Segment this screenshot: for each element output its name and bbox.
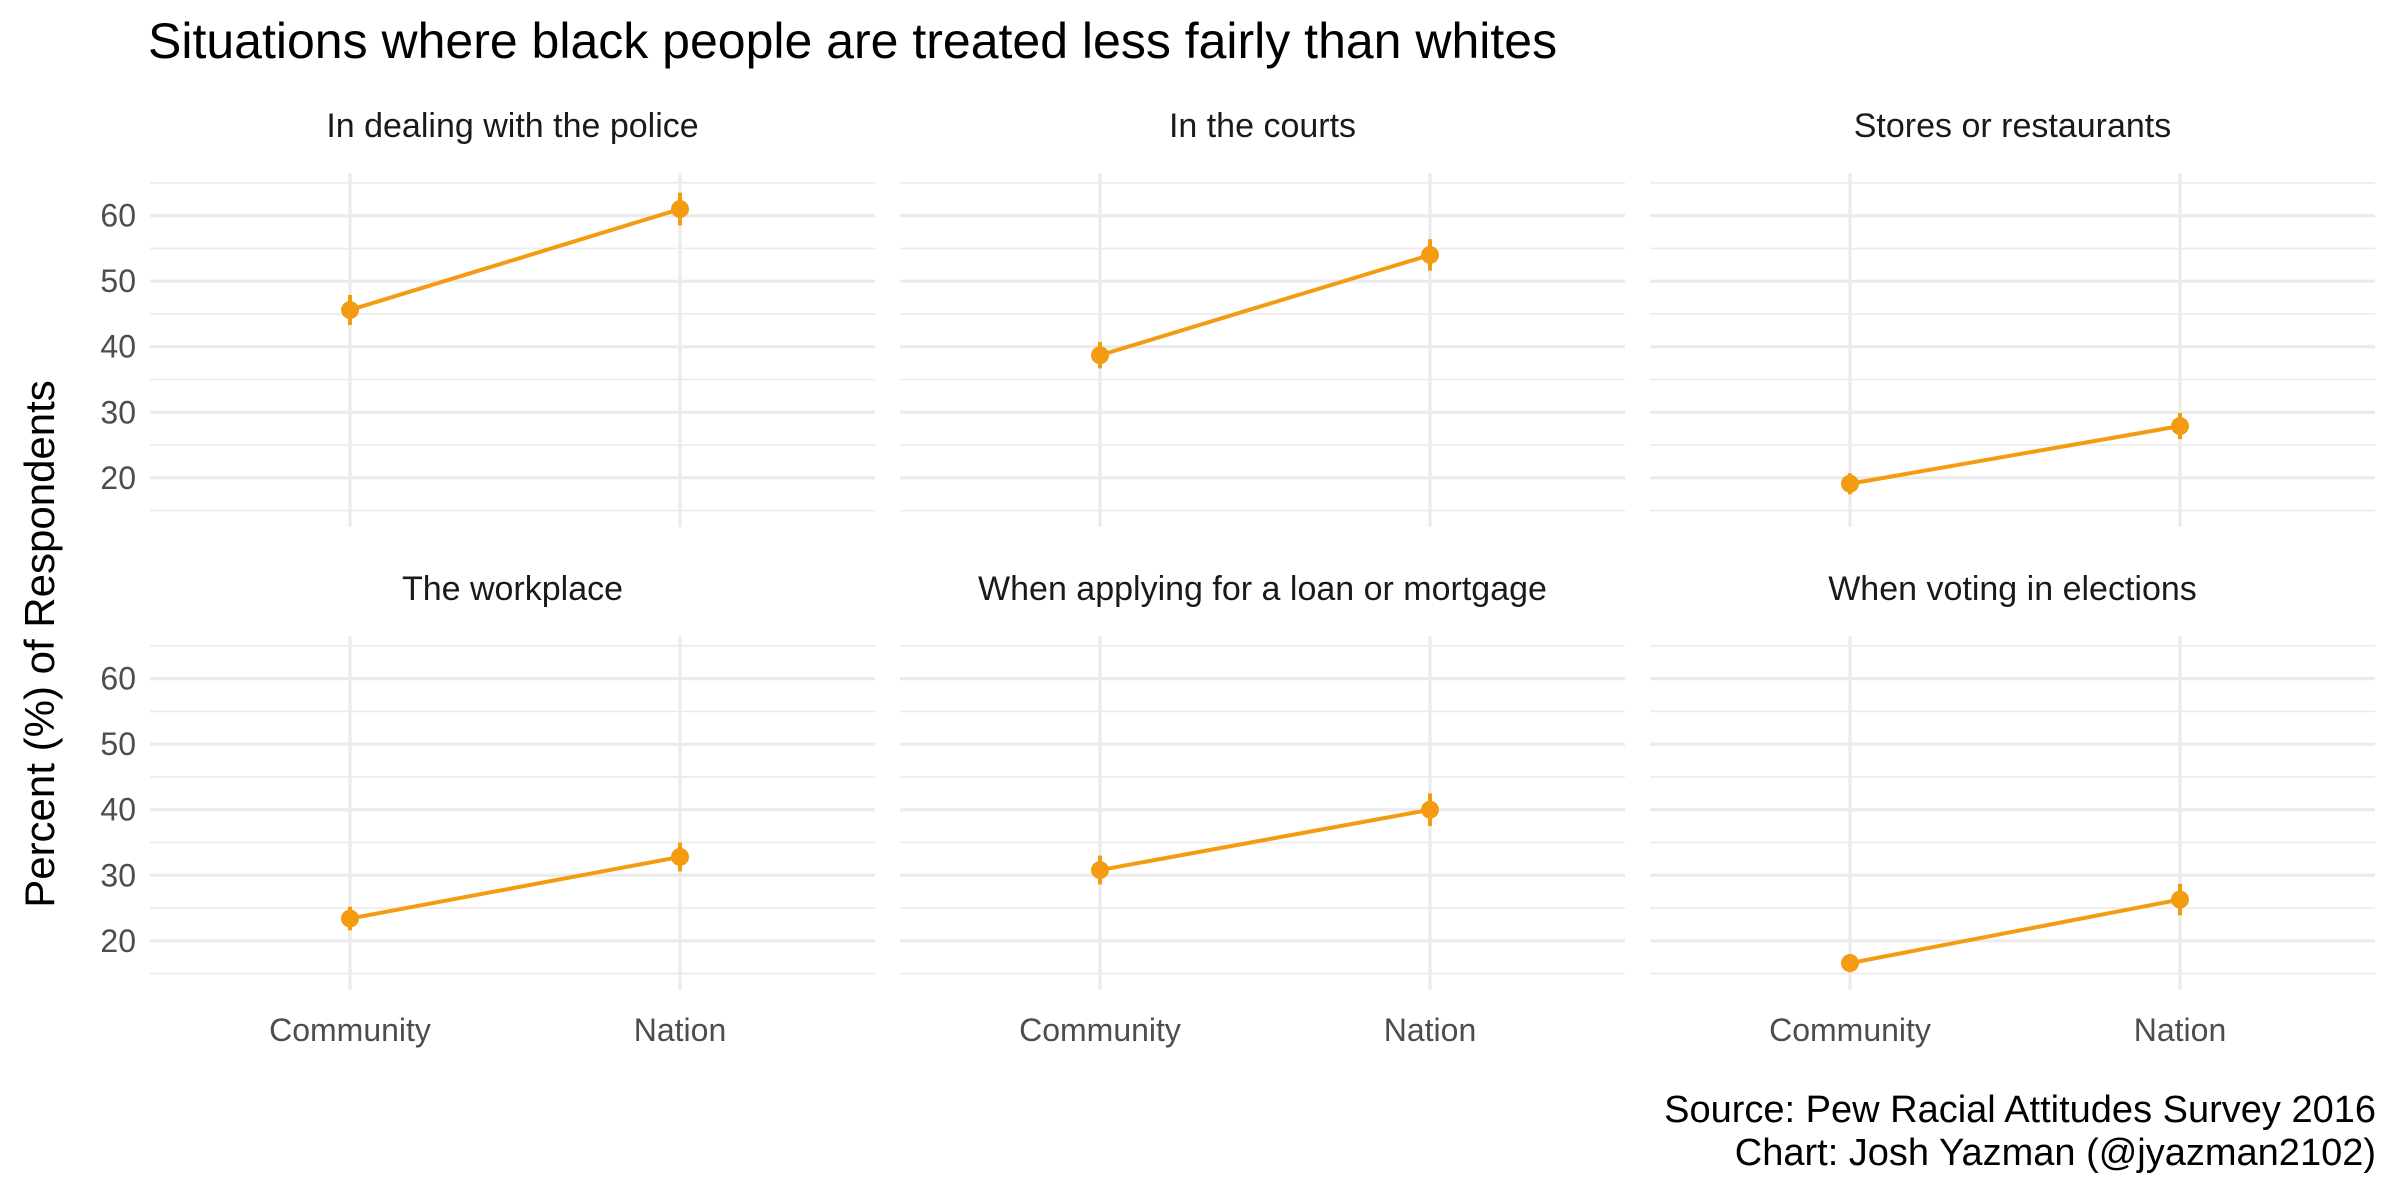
facet-panel: When applying for a loan or mortgage Comm… <box>900 570 1625 1048</box>
caption-source: Source: Pew Racial Attitudes Survey 2016 <box>1664 1089 2376 1131</box>
y-tick-label: 30 <box>100 857 136 893</box>
data-point <box>1841 474 1859 493</box>
data-point <box>671 847 689 866</box>
y-tick-label: 20 <box>100 460 136 496</box>
series-line <box>349 207 681 312</box>
data-point <box>341 909 359 928</box>
series-line <box>1099 807 1431 873</box>
series-line <box>349 854 681 921</box>
facet-panel: The workplace 20 30 40 50 60 Community Nation <box>100 570 875 1048</box>
facet-panel: When voting in elections Community Nation <box>1650 570 2375 1048</box>
x-tick-label: Nation <box>2134 1012 2227 1048</box>
x-tick-label: Community <box>1769 1012 1931 1048</box>
facet-strip-label: When applying for a loan or mortgage <box>978 570 1547 608</box>
y-tick-label: 20 <box>100 923 136 959</box>
facet-strip-label: In the courts <box>1169 107 1356 145</box>
facet-strip-label: When voting in elections <box>1828 570 2197 608</box>
y-tick-label: 40 <box>100 329 136 365</box>
caption-credit: Chart: Josh Yazman (@jyazman2102) <box>1735 1132 2376 1174</box>
facet-panels: In dealing with the police 20 30 40 50 60 In t… <box>100 107 2375 1048</box>
facet-panel: Stores or restaurants <box>1650 107 2375 527</box>
x-tick-label: Community <box>1019 1012 1181 1048</box>
x-tick-label: Community <box>269 1012 431 1048</box>
facet-strip-label: Stores or restaurants <box>1854 107 2171 145</box>
data-point <box>2171 890 2189 909</box>
data-point <box>1091 861 1109 880</box>
y-tick-label: 50 <box>100 726 136 762</box>
data-point <box>1091 346 1109 365</box>
facet-strip-label: The workplace <box>402 570 623 608</box>
x-tick-label: Nation <box>1384 1012 1477 1048</box>
y-tick-label: 50 <box>100 263 136 299</box>
x-tick-label: Nation <box>634 1012 727 1048</box>
facet-strip-label: In dealing with the police <box>326 107 698 145</box>
facet-panel: In dealing with the police 20 30 40 50 60 <box>100 107 875 527</box>
data-point <box>1421 245 1439 264</box>
y-tick-label: 60 <box>100 661 136 697</box>
data-point <box>671 200 689 219</box>
series-line <box>1849 897 2181 966</box>
data-point <box>341 301 359 320</box>
series-line <box>1849 424 2181 486</box>
data-point <box>2171 417 2189 436</box>
series-line <box>1099 253 1431 358</box>
facet-panel: In the courts <box>900 107 1625 527</box>
y-tick-label: 60 <box>100 198 136 234</box>
y-axis-label: Percent (%) of Respondents <box>16 380 63 908</box>
data-point <box>1421 800 1439 819</box>
y-tick-label: 30 <box>100 394 136 430</box>
data-point <box>1841 954 1859 973</box>
chart-title: Situations where black people are treate… <box>148 13 1557 69</box>
y-tick-label: 40 <box>100 792 136 828</box>
